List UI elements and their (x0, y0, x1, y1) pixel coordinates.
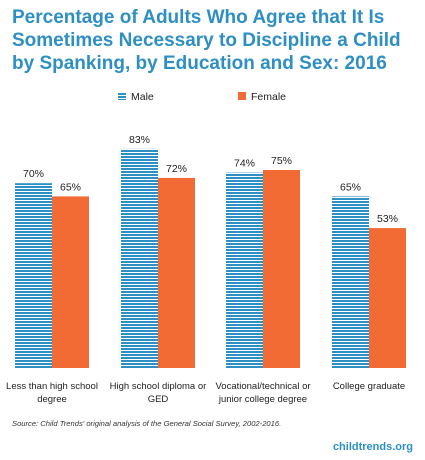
category-label-3-0: College graduate (333, 381, 405, 392)
value-label-female-0: 65% (60, 181, 81, 193)
category-label-0-1: degree (37, 394, 67, 405)
bars (15, 148, 406, 368)
chart-title: Percentage of Adults Who Agree that It I… (12, 7, 401, 74)
value-label-male-3: 65% (340, 181, 361, 193)
bar-male-3 (332, 196, 369, 368)
brand-link[interactable]: childtrends.org (332, 441, 413, 453)
value-label-female-2: 75% (271, 155, 292, 167)
value-label-female-1: 72% (166, 163, 187, 175)
bar-female-3 (369, 228, 406, 368)
category-label-2-1: junior college degree (218, 394, 307, 405)
legend-swatch-female (238, 92, 246, 100)
category-label-2-0: Vocational/technical or (215, 381, 310, 392)
bar-male-1 (121, 148, 158, 368)
bar-male-0 (15, 183, 52, 368)
category-labels: Less than high school degree High school d… (6, 381, 405, 405)
legend-label-female: Female (251, 91, 286, 103)
source-note: Source: Child Trends' original analysis … (12, 419, 282, 428)
legend: Male Female (118, 91, 286, 103)
bar-female-2 (263, 170, 300, 368)
value-label-male-2: 74% (234, 158, 255, 170)
value-label-male-0: 70% (23, 168, 44, 180)
category-label-0-0: Less than high school (6, 381, 98, 392)
bar-male-2 (226, 172, 263, 368)
legend-label-male: Male (131, 91, 154, 103)
legend-swatch-male (118, 92, 126, 100)
category-label-1-1: GED (148, 394, 169, 405)
value-label-female-3: 53% (377, 213, 398, 225)
value-label-male-1: 83% (129, 134, 150, 146)
bar-female-0 (52, 196, 89, 368)
category-label-1-0: High school diploma or (110, 381, 207, 392)
bar-female-1 (158, 177, 195, 368)
value-labels: 70% 83% 74% 65% 65% 72% 75% 53% (23, 134, 398, 225)
